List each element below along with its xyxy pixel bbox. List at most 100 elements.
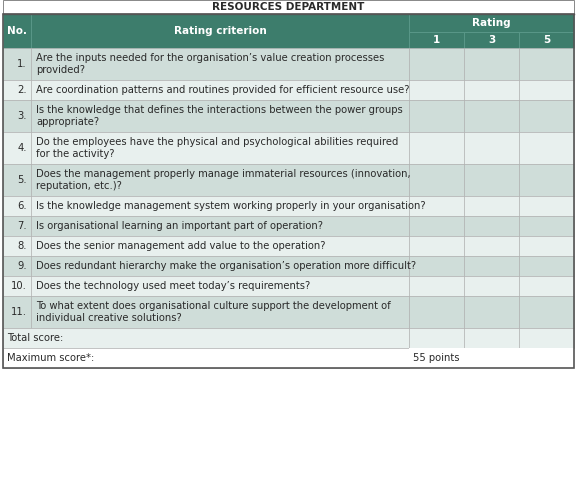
Bar xyxy=(3,328,409,348)
Bar xyxy=(31,100,409,132)
Bar xyxy=(464,48,519,80)
Bar xyxy=(464,276,519,296)
Bar xyxy=(3,14,31,48)
Bar xyxy=(31,196,409,216)
Bar xyxy=(31,48,409,80)
Text: 9.: 9. xyxy=(17,261,27,271)
Bar xyxy=(3,132,31,164)
Text: 7.: 7. xyxy=(17,221,27,231)
Bar xyxy=(409,14,574,32)
Bar xyxy=(31,14,409,48)
Bar xyxy=(519,296,574,328)
Bar xyxy=(409,276,464,296)
Bar xyxy=(3,100,31,132)
Bar xyxy=(31,256,409,276)
Text: Does the management properly manage immaterial resources (innovation,
reputation: Does the management properly manage imma… xyxy=(36,169,411,191)
Bar xyxy=(31,80,409,100)
Text: No.: No. xyxy=(7,26,27,36)
Text: Is organisational learning an important part of operation?: Is organisational learning an important … xyxy=(36,221,323,231)
Bar xyxy=(409,100,464,132)
Bar xyxy=(409,132,464,164)
Bar xyxy=(409,296,464,328)
Text: 3.: 3. xyxy=(17,111,27,121)
Text: 5.: 5. xyxy=(17,175,27,185)
Bar xyxy=(3,296,31,328)
Text: Rating: Rating xyxy=(472,18,511,28)
Text: Rating criterion: Rating criterion xyxy=(174,26,267,36)
Bar xyxy=(409,236,464,256)
Bar xyxy=(31,276,409,296)
Bar xyxy=(409,80,464,100)
Text: Are coordination patterns and routines provided for efficient resource use?: Are coordination patterns and routines p… xyxy=(36,85,410,95)
Bar xyxy=(464,100,519,132)
Bar xyxy=(409,48,464,80)
Bar xyxy=(3,256,31,276)
Bar xyxy=(3,14,574,368)
Text: 6.: 6. xyxy=(17,201,27,211)
Bar xyxy=(3,80,31,100)
Bar xyxy=(519,80,574,100)
Bar xyxy=(519,100,574,132)
Bar xyxy=(3,48,31,80)
Text: Maximum score*:: Maximum score*: xyxy=(7,353,94,363)
Text: 55 points: 55 points xyxy=(413,353,460,363)
Bar xyxy=(409,328,464,348)
Text: Is the knowledge management system working properly in your organisation?: Is the knowledge management system worki… xyxy=(36,201,426,211)
Bar xyxy=(409,348,464,368)
Bar xyxy=(3,164,31,196)
Text: Total score:: Total score: xyxy=(7,333,63,343)
Text: Does the senior management add value to the operation?: Does the senior management add value to … xyxy=(36,241,325,251)
Bar xyxy=(31,164,409,196)
Bar xyxy=(519,276,574,296)
Bar xyxy=(409,196,464,216)
Bar xyxy=(464,236,519,256)
Bar xyxy=(519,132,574,164)
Bar xyxy=(3,236,31,256)
Text: RESOURCES DEPARTMENT: RESOURCES DEPARTMENT xyxy=(212,2,365,12)
Bar xyxy=(464,296,519,328)
Bar xyxy=(31,132,409,164)
Bar xyxy=(519,32,574,48)
Bar xyxy=(464,216,519,236)
Bar xyxy=(519,164,574,196)
Bar xyxy=(519,328,574,348)
Bar xyxy=(409,216,464,236)
Bar xyxy=(31,216,409,236)
Text: Does the technology used meet today’s requirements?: Does the technology used meet today’s re… xyxy=(36,281,310,291)
Bar xyxy=(3,348,409,368)
Bar xyxy=(519,48,574,80)
Bar xyxy=(519,216,574,236)
Bar xyxy=(464,348,519,368)
Bar xyxy=(464,132,519,164)
Text: 10.: 10. xyxy=(11,281,27,291)
Bar xyxy=(464,328,519,348)
Bar xyxy=(3,196,31,216)
Bar xyxy=(464,256,519,276)
Bar xyxy=(519,236,574,256)
Text: Is the knowledge that defines the interactions between the power groups
appropri: Is the knowledge that defines the intera… xyxy=(36,105,403,127)
Bar xyxy=(409,32,464,48)
Bar xyxy=(519,348,574,368)
Text: Do the employees have the physical and psychological abilities required
for the : Do the employees have the physical and p… xyxy=(36,137,398,159)
Bar xyxy=(464,164,519,196)
Text: 5: 5 xyxy=(543,35,550,45)
Bar xyxy=(464,80,519,100)
Text: 1.: 1. xyxy=(17,59,27,69)
Text: Are the inputs needed for the organisation’s value creation processes
provided?: Are the inputs needed for the organisati… xyxy=(36,53,384,75)
Bar xyxy=(31,236,409,256)
Text: 3: 3 xyxy=(488,35,495,45)
Bar xyxy=(409,164,464,196)
Bar xyxy=(519,196,574,216)
Bar xyxy=(464,196,519,216)
Text: 4.: 4. xyxy=(17,143,27,153)
Bar xyxy=(31,296,409,328)
Text: 1: 1 xyxy=(433,35,440,45)
Bar xyxy=(3,276,31,296)
Text: 2.: 2. xyxy=(17,85,27,95)
Bar xyxy=(519,256,574,276)
Text: Does redundant hierarchy make the organisation’s operation more difficult?: Does redundant hierarchy make the organi… xyxy=(36,261,416,271)
Bar xyxy=(3,216,31,236)
Bar xyxy=(464,32,519,48)
Bar xyxy=(3,0,574,14)
Text: 11.: 11. xyxy=(11,307,27,317)
